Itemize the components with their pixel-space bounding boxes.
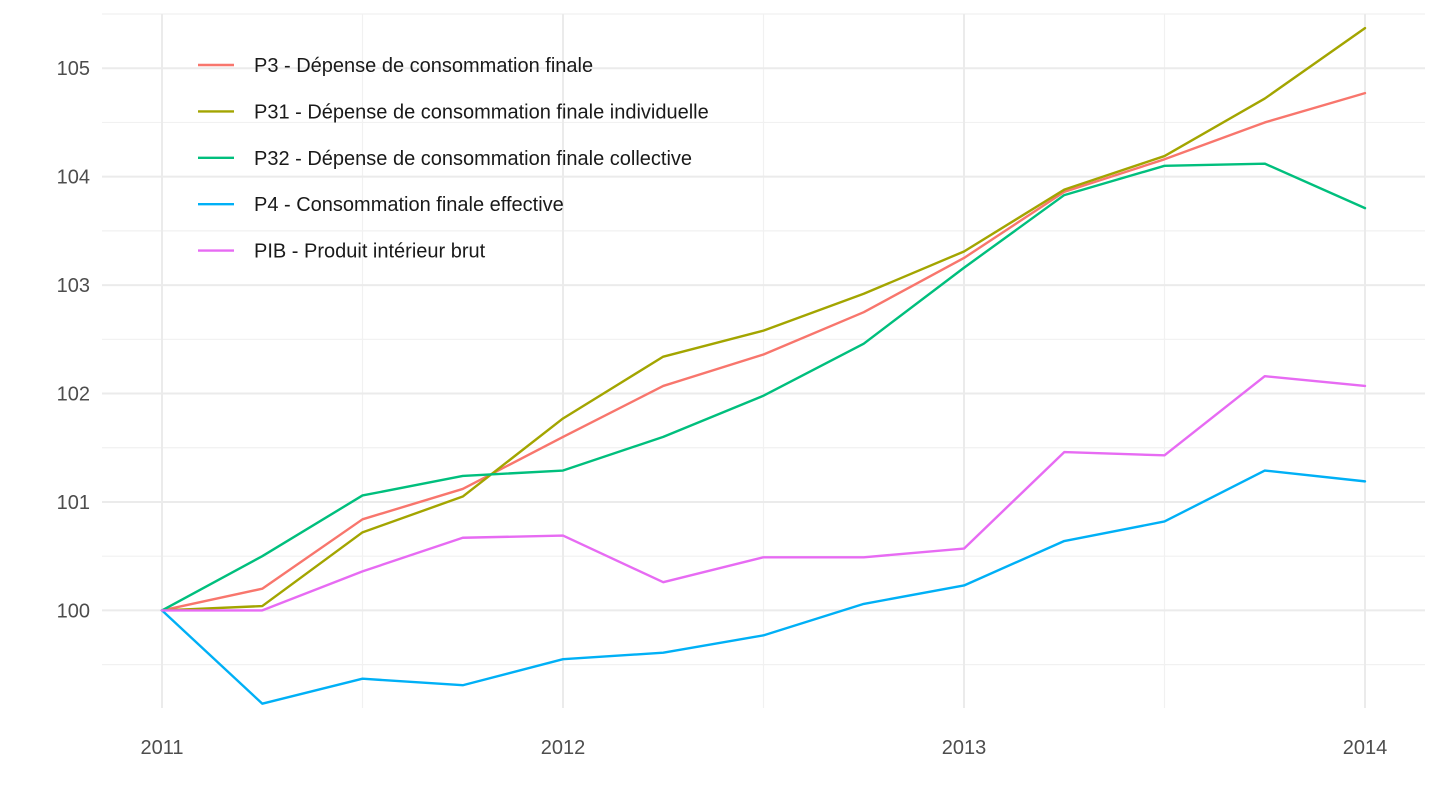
- major-gridlines: [102, 14, 1425, 708]
- legend-item: PIB - Produit intérieur brut: [198, 241, 486, 263]
- series-line-3: [160, 162, 1367, 612]
- x-axis-tick-labels: 2011 2012 2013 2014: [140, 737, 1387, 759]
- x-tick-label: 2011: [140, 737, 183, 759]
- legend-label: P32 - Dépense de consommation finale col…: [254, 148, 692, 170]
- x-tick-label: 2014: [1343, 737, 1388, 759]
- y-axis-tick-labels: 100 101 102 103 104 105: [57, 58, 90, 622]
- series-lines: [160, 26, 1367, 705]
- legend-label: P31 - Dépense de consommation finale ind…: [254, 101, 709, 123]
- legend-label: P4 - Consommation finale effective: [254, 194, 564, 216]
- legend-label: PIB - Produit intérieur brut: [254, 241, 486, 263]
- y-tick-label: 101: [57, 492, 90, 514]
- y-tick-label: 102: [57, 384, 90, 406]
- legend-label: P3 - Dépense de consommation finale: [254, 55, 593, 77]
- legend-item: P31 - Dépense de consommation finale ind…: [198, 101, 709, 123]
- legend-item: P32 - Dépense de consommation finale col…: [198, 148, 692, 170]
- y-tick-label: 100: [57, 600, 90, 622]
- minor-gridlines: [102, 13, 1425, 708]
- series-line-5: [160, 374, 1367, 612]
- y-tick-label: 105: [57, 58, 90, 80]
- x-tick-label: 2013: [942, 737, 987, 759]
- series-line-1: [160, 91, 1367, 612]
- legend-item: P3 - Dépense de consommation finale: [198, 55, 593, 77]
- series-line-4: [160, 469, 1367, 705]
- series-line-2: [160, 26, 1367, 612]
- legend: P3 - Dépense de consommation finale P31 -…: [198, 55, 709, 263]
- x-tick-label: 2012: [541, 737, 586, 759]
- y-tick-label: 104: [57, 167, 90, 189]
- y-tick-label: 103: [57, 275, 90, 297]
- legend-item: P4 - Consommation finale effective: [198, 194, 564, 216]
